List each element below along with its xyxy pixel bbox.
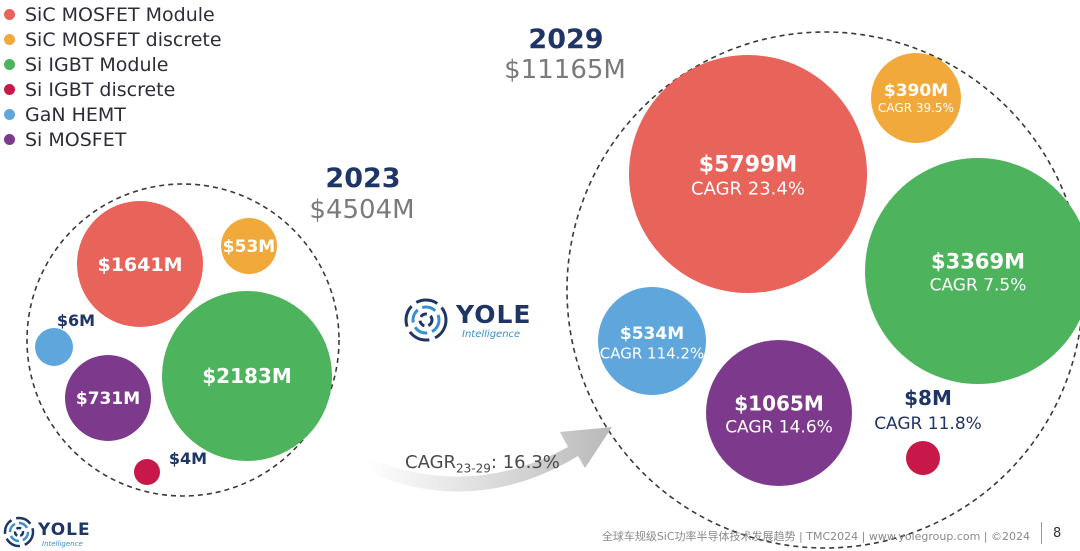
- bubble-2029-value: $1065M: [734, 392, 823, 416]
- legend-dot: [4, 59, 15, 70]
- bubble-2023-value: $53M: [223, 237, 275, 257]
- logo-name: YOLE: [456, 300, 532, 329]
- bubble-2029: [629, 55, 867, 293]
- total-2023-label: $4504M: [309, 195, 415, 225]
- legend-label: Si IGBT discrete: [25, 78, 176, 101]
- legend-item: SiC MOSFET discrete: [4, 27, 222, 52]
- bubble-2029-cagr: CAGR 7.5%: [930, 276, 1027, 296]
- bubble-2023: [77, 201, 203, 327]
- legend-dot: [4, 9, 15, 20]
- growth-arrow: [368, 427, 612, 492]
- panel-2023-boundary: [26, 183, 340, 497]
- bubble-2023-value: $4M: [169, 449, 207, 468]
- yole-logo-footer: [3, 516, 35, 548]
- bubble-2023: [134, 459, 160, 485]
- cagr-prefix: CAGR: [405, 452, 457, 473]
- cagr-period: 23-29: [456, 461, 491, 476]
- legend-item: Si MOSFET: [4, 127, 222, 152]
- year-2023-label: 2023: [325, 163, 401, 194]
- bubble-2029-cagr: CAGR 14.6%: [725, 418, 833, 438]
- page-number: 8: [1053, 526, 1062, 541]
- footer-logo-name: YOLE: [38, 520, 91, 540]
- cagr-arrow-label: CAGR23-29: 16.3%: [405, 452, 560, 476]
- legend-label: Si MOSFET: [25, 128, 127, 151]
- bubble-2029: [906, 441, 940, 475]
- bubble-2029-value: $390M: [884, 81, 948, 101]
- bubble-2023-value: $2183M: [202, 364, 291, 388]
- legend-dot: [4, 84, 15, 95]
- bubble-2029-cagr: CAGR 39.5%: [878, 101, 954, 115]
- legend-label: Si IGBT Module: [25, 53, 169, 76]
- bubble-2029-cagr: CAGR 11.8%: [874, 414, 982, 434]
- total-2029-label: $11165M: [504, 55, 626, 85]
- bubble-2023-value: $6M: [57, 311, 95, 330]
- bubble-2029: [598, 287, 706, 395]
- legend-label: GaN HEMT: [25, 103, 126, 126]
- cagr-value: : 16.3%: [490, 452, 560, 473]
- bubble-2029-value: $5799M: [699, 152, 797, 177]
- bubble-2029: [706, 340, 852, 486]
- bubble-2029-cagr: CAGR 114.2%: [600, 344, 704, 362]
- yole-logo-center: [404, 298, 448, 342]
- legend-dot: [4, 109, 15, 120]
- bubble-2023: [221, 218, 277, 274]
- legend-dot: [4, 34, 15, 45]
- bubble-2029: [865, 158, 1080, 384]
- bubble-2023-value: $1641M: [97, 254, 182, 276]
- bubble-2023: [35, 328, 73, 366]
- legend-item: GaN HEMT: [4, 102, 222, 127]
- legend-label: SiC MOSFET discrete: [25, 28, 222, 51]
- footer-separator: [1041, 522, 1042, 544]
- legend-item: Si IGBT Module: [4, 52, 222, 77]
- legend-item: Si IGBT discrete: [4, 77, 222, 102]
- legend-item: SiC MOSFET Module: [4, 2, 222, 27]
- bubble-2029-value: $8M: [904, 386, 952, 410]
- legend-dot: [4, 134, 15, 145]
- panel-2029-boundary: [566, 31, 1080, 549]
- bubble-2029-cagr: CAGR 23.4%: [691, 179, 805, 200]
- footer-logo-subtitle: Intelligence: [42, 540, 83, 548]
- bubble-2023-value: $731M: [76, 389, 140, 409]
- bubble-2029-value: $534M: [620, 324, 684, 344]
- bubble-2029-value: $3369M: [931, 249, 1025, 273]
- bubble-2023: [162, 291, 332, 461]
- bubble-2023: [65, 355, 151, 441]
- year-2029-label: 2029: [528, 24, 604, 55]
- footer-text: 全球车规级SiC功率半导体技术发展趋势 | TMC2024 | www.yole…: [601, 530, 1030, 543]
- bubble-2029: [871, 53, 961, 143]
- legend-label: SiC MOSFET Module: [25, 3, 215, 26]
- logo-subtitle: Intelligence: [462, 329, 521, 340]
- legend: SiC MOSFET Module SiC MOSFET discrete Si…: [4, 2, 222, 152]
